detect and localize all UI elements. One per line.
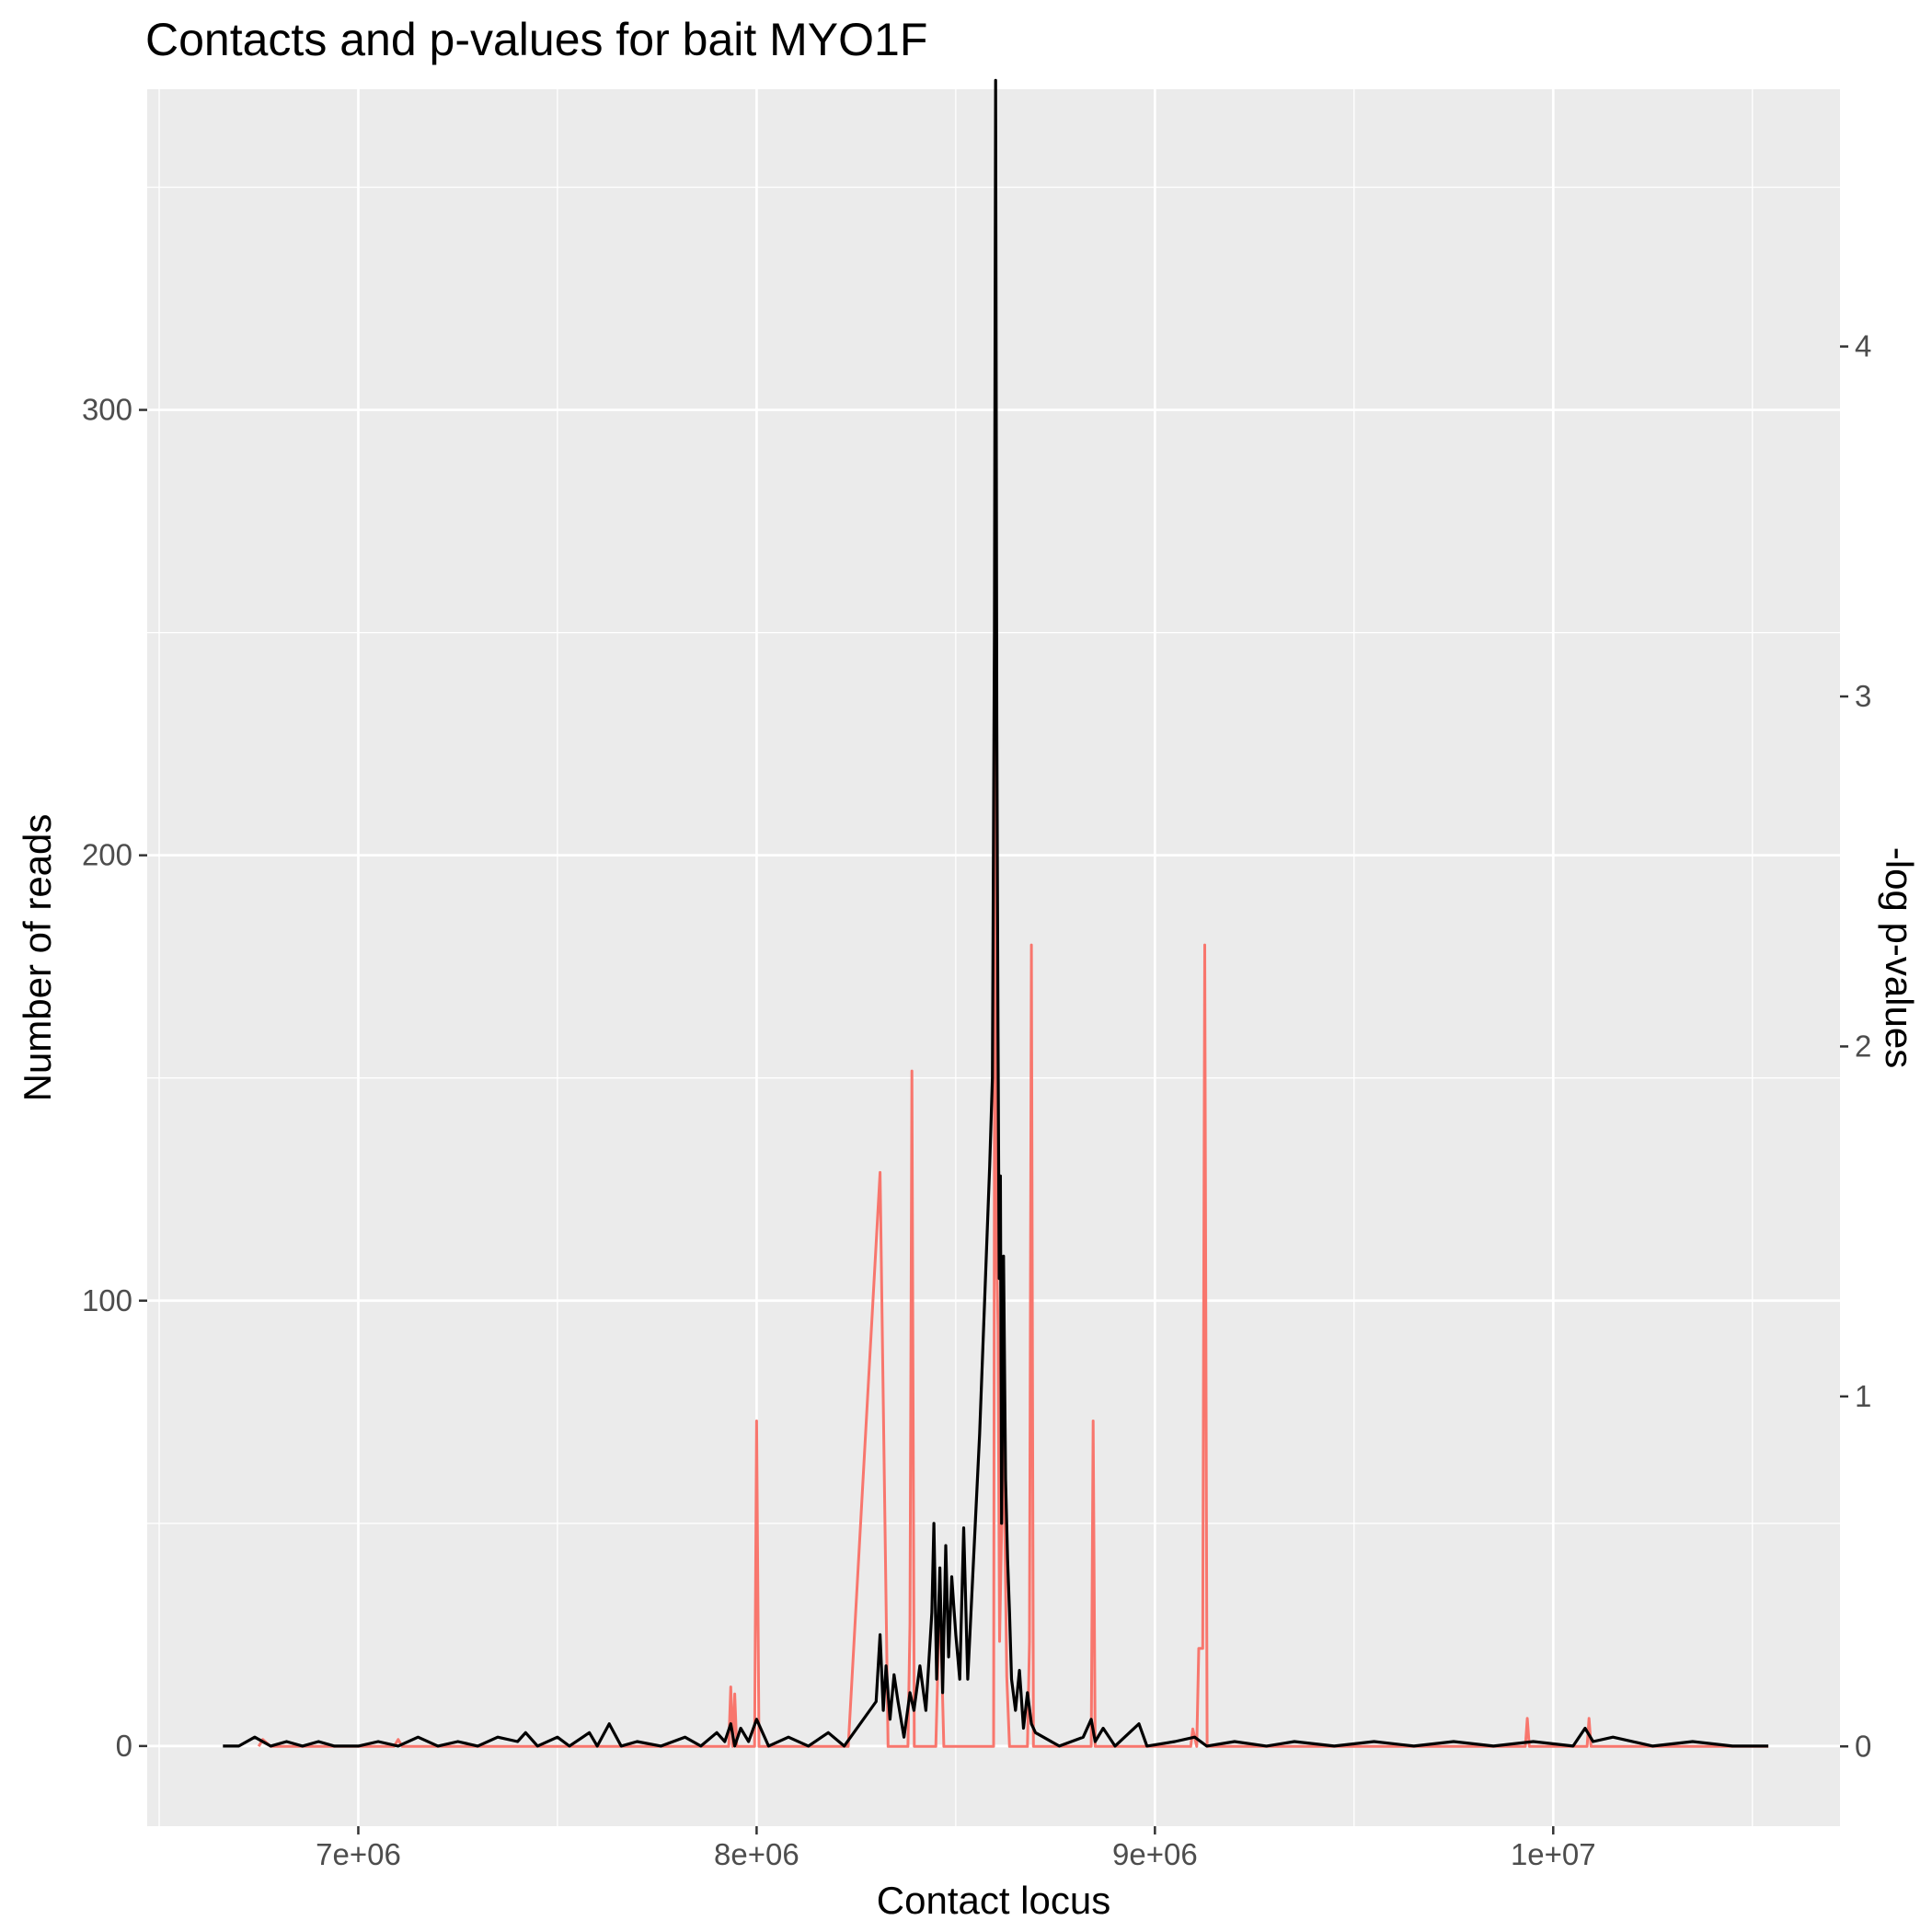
y-tick-label: 0 bbox=[116, 1729, 132, 1763]
axes: 7e+06 8e+06 9e+06 1e+07 0 100 200 300 0 1 2 3 4 bbox=[82, 329, 1871, 1871]
x-tick-label: 8e+06 bbox=[714, 1837, 799, 1871]
chart-title: Contacts and p-values for bait MYO1F bbox=[145, 14, 927, 65]
y-tick-label: 200 bbox=[82, 838, 132, 872]
y2-axis-title: -log p-values bbox=[1878, 847, 1921, 1068]
y2-tick-label: 4 bbox=[1855, 329, 1871, 363]
y2-tick-label: 1 bbox=[1855, 1379, 1871, 1413]
pvalue-series-line bbox=[257, 293, 1769, 1748]
y2-tick-label: 2 bbox=[1855, 1029, 1871, 1063]
y-tick-label: 300 bbox=[82, 393, 132, 427]
reads-series-line bbox=[223, 78, 1769, 1748]
x-tick-label: 1e+07 bbox=[1511, 1837, 1596, 1871]
x-tick-label: 9e+06 bbox=[1112, 1837, 1198, 1871]
x-tick-label: 7e+06 bbox=[316, 1837, 401, 1871]
y2-tick-label: 3 bbox=[1855, 679, 1871, 713]
y-axis-title: Number of reads bbox=[16, 814, 59, 1102]
y-tick-label: 100 bbox=[82, 1283, 132, 1317]
y2-tick-label: 0 bbox=[1855, 1729, 1871, 1763]
x-axis-title: Contact locus bbox=[877, 1879, 1110, 1922]
data-series bbox=[223, 78, 1769, 1748]
